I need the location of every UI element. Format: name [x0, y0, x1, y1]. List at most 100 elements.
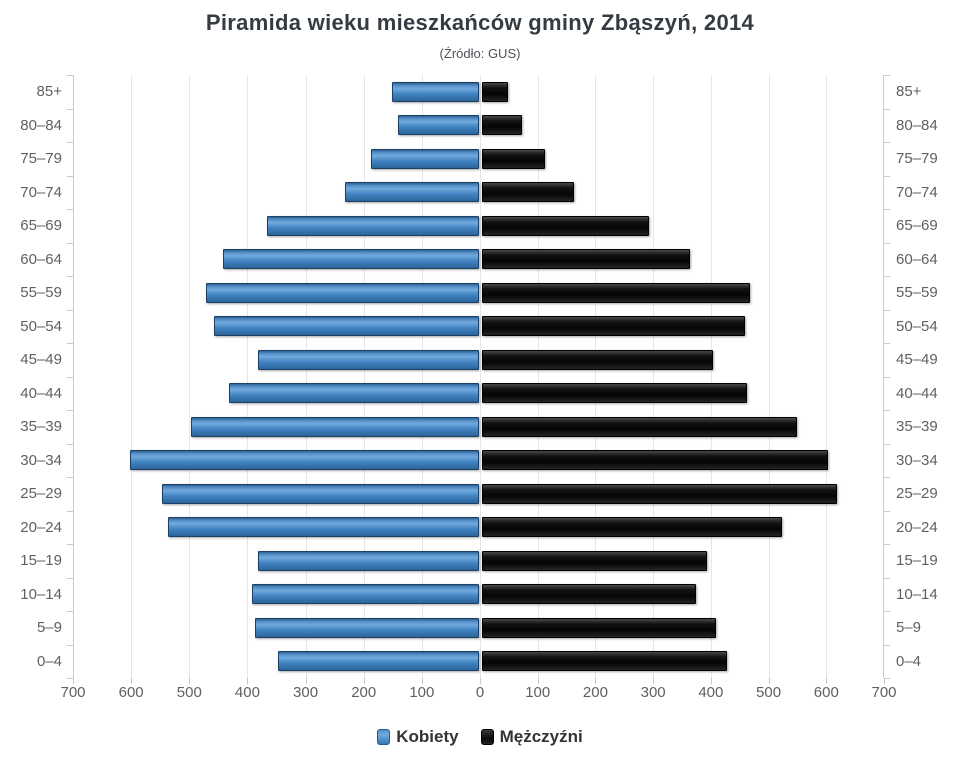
category-axis-tick [884, 175, 890, 177]
category-label: 35–39 [896, 418, 938, 435]
bar-mezczyzni[interactable] [482, 617, 716, 638]
bar-kobiety[interactable] [255, 617, 479, 638]
bar-kobiety[interactable] [223, 249, 479, 270]
category-label: 15–19 [20, 552, 62, 569]
category-label: 10–14 [20, 585, 62, 603]
kobiety-swatch-icon [377, 729, 391, 745]
chart-title: Piramida wieku mieszkańców gminy Zbąszyń… [205, 10, 755, 35]
value-tick-label: 0 [475, 684, 485, 701]
bar-kobiety[interactable] [258, 349, 479, 370]
bar-mezczyzni[interactable] [482, 517, 783, 538]
gridline [363, 75, 365, 678]
value-axis-tick [826, 678, 828, 684]
value-tick-label: 600 [118, 684, 144, 701]
bar-kobiety[interactable] [391, 81, 479, 102]
category-axis-tick [884, 477, 890, 478]
value-axis-tick [480, 678, 481, 684]
category-axis-tick [67, 443, 73, 445]
category-label: 5–9 [36, 619, 62, 636]
category-label: 20–24 [896, 518, 938, 536]
bar-kobiety[interactable] [278, 651, 479, 672]
value-axis-tick [73, 678, 74, 684]
legend-item-mezczyzni[interactable]: Mężczyźni [480, 727, 583, 747]
value-axis-tick [305, 678, 307, 684]
bar-mezczyzni[interactable] [482, 651, 728, 672]
bar-mezczyzni[interactable] [482, 282, 751, 303]
category-label: 20–24 [20, 518, 62, 536]
value-tick-label: 700 [871, 684, 897, 701]
bar-kobiety[interactable] [191, 416, 479, 437]
legend-item-kobiety[interactable]: Kobiety [377, 727, 459, 747]
category-axis-tick [67, 678, 73, 679]
bar-kobiety[interactable] [228, 383, 479, 404]
category-label: 5–9 [896, 619, 922, 636]
category-axis-tick [884, 309, 890, 311]
category-label: 60–64 [896, 250, 938, 268]
category-axis-tick [884, 611, 890, 612]
category-axis-tick [884, 75, 890, 76]
value-tick-label: 200 [351, 684, 377, 701]
bar-mezczyzni[interactable] [482, 584, 696, 605]
bar-kobiety[interactable] [162, 483, 479, 504]
gridline [595, 75, 597, 678]
category-label: 15–19 [896, 552, 938, 569]
bar-kobiety[interactable] [258, 550, 479, 571]
bar-kobiety[interactable] [371, 148, 479, 169]
category-axis-tick [884, 577, 890, 579]
category-axis-tick [67, 108, 73, 110]
gridline [247, 75, 249, 678]
category-axis-tick [67, 611, 73, 612]
category-label: 80–84 [896, 116, 938, 134]
category-axis-tick [884, 108, 890, 110]
category-axis-tick [67, 209, 73, 210]
value-tick-label: 100 [409, 684, 435, 701]
right-category-axis-line [883, 75, 884, 678]
category-axis-tick [67, 343, 73, 344]
bar-mezczyzni[interactable] [482, 450, 829, 471]
bar-kobiety[interactable] [205, 282, 479, 303]
category-axis-tick [884, 644, 890, 646]
gridline [653, 75, 655, 678]
category-label: 30–34 [20, 451, 62, 469]
category-axis-tick [67, 510, 73, 512]
value-tick-label: 400 [234, 684, 260, 701]
bar-mezczyzni[interactable] [482, 316, 745, 337]
bar-mezczyzni[interactable] [482, 182, 575, 203]
bar-mezczyzni[interactable] [482, 215, 650, 236]
category-axis-tick [884, 544, 890, 545]
value-tick-label: 100 [525, 684, 551, 701]
bar-mezczyzni[interactable] [482, 483, 837, 504]
category-label: 50–54 [896, 317, 938, 335]
gridline [421, 75, 423, 678]
bar-kobiety[interactable] [214, 316, 479, 337]
bar-kobiety[interactable] [345, 182, 479, 203]
category-label: 45–49 [896, 351, 938, 368]
value-axis-tick [363, 678, 365, 684]
bar-mezczyzni[interactable] [482, 148, 546, 169]
chart-subtitle: (Źródło: GUS) [439, 46, 521, 61]
bar-kobiety[interactable] [252, 584, 479, 605]
bar-mezczyzni[interactable] [482, 349, 713, 370]
category-axis-tick [67, 242, 73, 244]
bar-kobiety[interactable] [266, 215, 479, 236]
bar-kobiety[interactable] [397, 115, 479, 136]
value-axis-tick [653, 678, 655, 684]
bar-mezczyzni[interactable] [482, 81, 508, 102]
bar-mezczyzni[interactable] [482, 115, 523, 136]
bar-mezczyzni[interactable] [482, 550, 708, 571]
bar-mezczyzni[interactable] [482, 383, 748, 404]
bar-kobiety[interactable] [167, 517, 479, 538]
category-label: 65–69 [896, 217, 938, 234]
category-axis-tick [67, 376, 73, 378]
value-axis-tick [421, 678, 423, 684]
bar-mezczyzni[interactable] [482, 416, 797, 437]
bar-mezczyzni[interactable] [482, 249, 690, 270]
left-category-axis-line [73, 75, 74, 678]
category-axis-tick [884, 209, 890, 210]
value-tick-label: 500 [756, 684, 782, 701]
gridline-center [480, 75, 481, 678]
value-tick-label: 300 [293, 684, 319, 701]
gridline [537, 75, 539, 678]
bar-kobiety[interactable] [130, 450, 479, 471]
